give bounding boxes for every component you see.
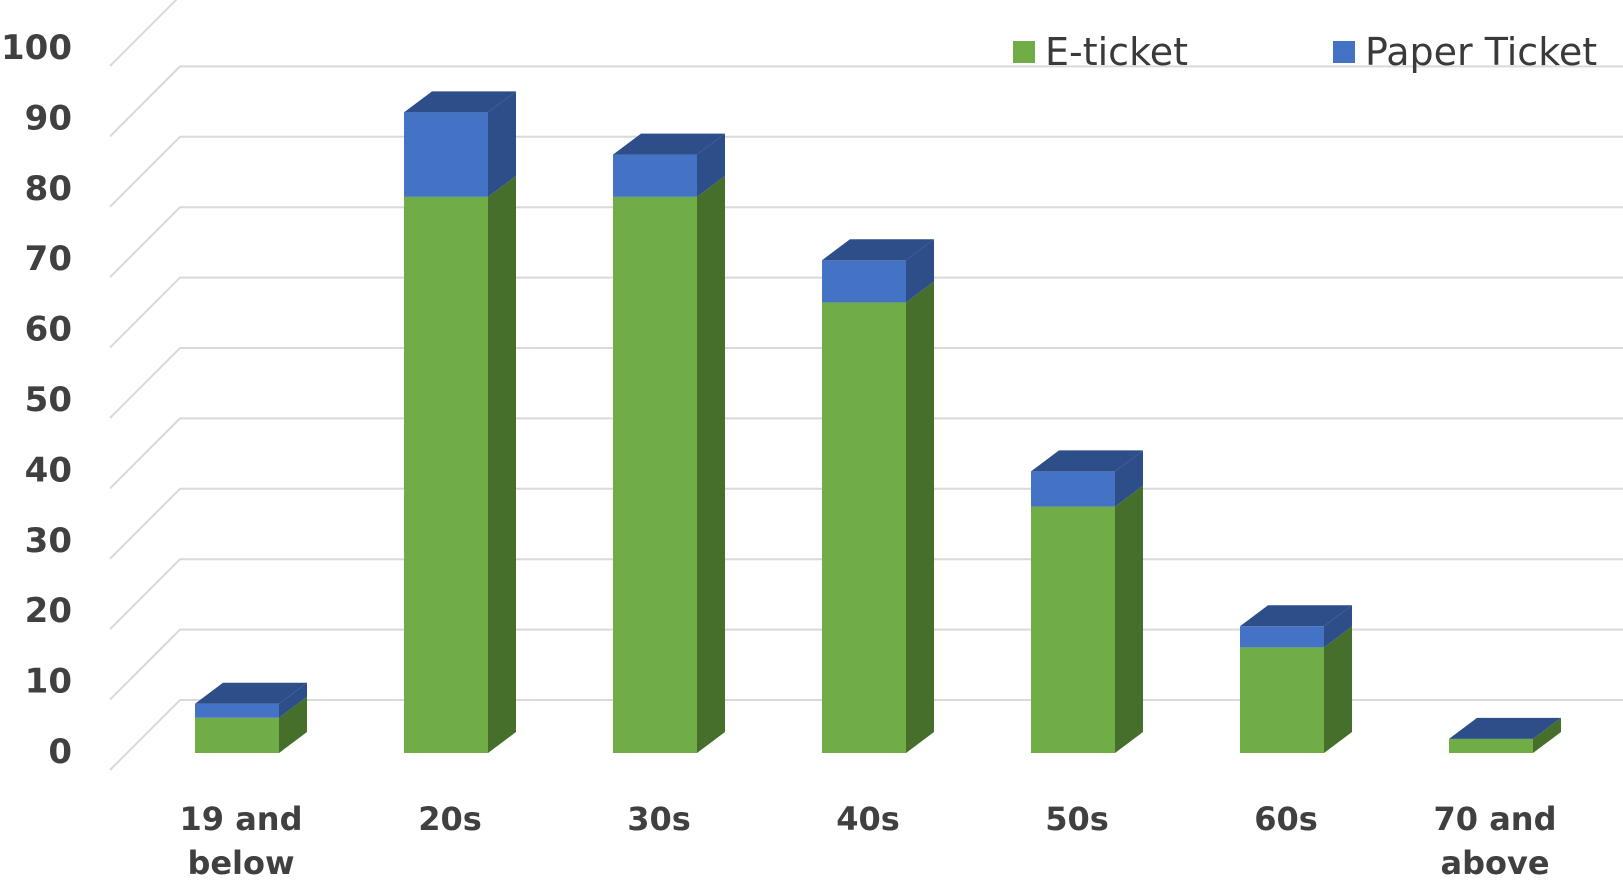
bar-paper-2-front [613,154,697,197]
x-tick-label-0-0: 19 and [180,800,303,838]
bar-top-6 [1449,717,1561,739]
y-tick-label-80: 80 [25,169,72,209]
bar-eticket-0-front [195,717,279,753]
y-tick-label-50: 50 [25,380,72,420]
x-tick-label-6-1: above [1440,844,1549,880]
bar-eticket-5-front [1240,647,1324,753]
bar-paper-4-side [1115,450,1143,507]
bar-eticket-2-side [697,175,725,754]
bar-paper-3-side [906,239,934,303]
y-tick-label-70: 70 [25,239,72,279]
gridline-50 [109,347,1623,419]
bar-paper-1-side [488,91,516,197]
bar-top-5 [1240,605,1352,627]
y-tick-label-30: 30 [25,521,72,561]
x-tick-label-6-0: 70 and [1434,800,1557,838]
bar-paper-2-side [697,133,725,197]
y-tick-label-0: 0 [48,732,72,772]
bar-eticket-6-front [1449,738,1533,753]
bar-paper-1-front [404,112,488,197]
bar-top-3 [822,239,934,261]
y-axis-ticks: 0 10 20 30 40 50 60 70 80 90 100 [1,28,72,772]
x-tick-label-4-0: 50s [1045,800,1109,838]
legend-eticket: E-ticket [1013,30,1188,74]
gridlines [109,0,1623,771]
legend-eticket-label: E-ticket [1045,30,1189,74]
x-tick-label-1-0: 20s [418,800,482,838]
x-axis-ticks: 19 and below 20s 30s 40s 50s 60s 70 and above [180,800,1557,880]
gridline-90 [109,65,1623,138]
legend-paper-label: Paper Ticket [1365,30,1598,74]
bar-paper-0-front [195,703,279,718]
bar-top-2 [613,133,725,155]
bar-eticket-0-side [279,696,307,753]
bar-eticket-1-side [488,175,516,754]
bars [195,91,1561,754]
y-tick-label-10: 10 [25,662,72,702]
gridline-40 [109,417,1623,490]
bar-eticket-4-front [1031,506,1115,753]
bar-eticket-3-front [822,302,906,753]
bar-paper-5-side [1324,605,1352,648]
bar-eticket-6-side [1533,717,1561,753]
x-tick-label-5-0: 60s [1254,800,1318,838]
bar-paper-5-front [1240,626,1324,648]
bar-paper-3-front [822,260,906,303]
bar-eticket-4-side [1115,485,1143,753]
gridline-70 [109,206,1623,278]
legend-eticket-swatch [1013,41,1035,63]
gridline-100 [109,0,178,67]
bar-eticket-5-side [1324,626,1352,753]
x-tick-label-0-1: below [187,844,294,880]
legend-paper-swatch [1333,41,1355,63]
gridline-80 [109,135,1623,208]
legend-paper-ticket: Paper Ticket [1333,30,1597,74]
bar-top-4 [1031,450,1143,472]
bar-paper-0-side [279,682,307,718]
bar-top-0 [195,682,307,704]
x-tick-label-3-0: 40s [836,800,900,838]
y-tick-label-20: 20 [25,591,72,631]
bar-top-1 [404,91,516,113]
y-tick-label-100: 100 [1,28,72,68]
y-tick-label-90: 90 [25,98,72,138]
x-tick-label-2-0: 30s [627,800,691,838]
y-tick-label-60: 60 [25,310,72,350]
bar-eticket-1-front [404,196,488,754]
bar-paper-4-front [1031,471,1115,507]
bar-eticket-2-front [613,196,697,754]
y-tick-label-40: 40 [25,450,72,490]
gridline-60 [109,276,1623,349]
bar-eticket-3-side [906,281,934,753]
